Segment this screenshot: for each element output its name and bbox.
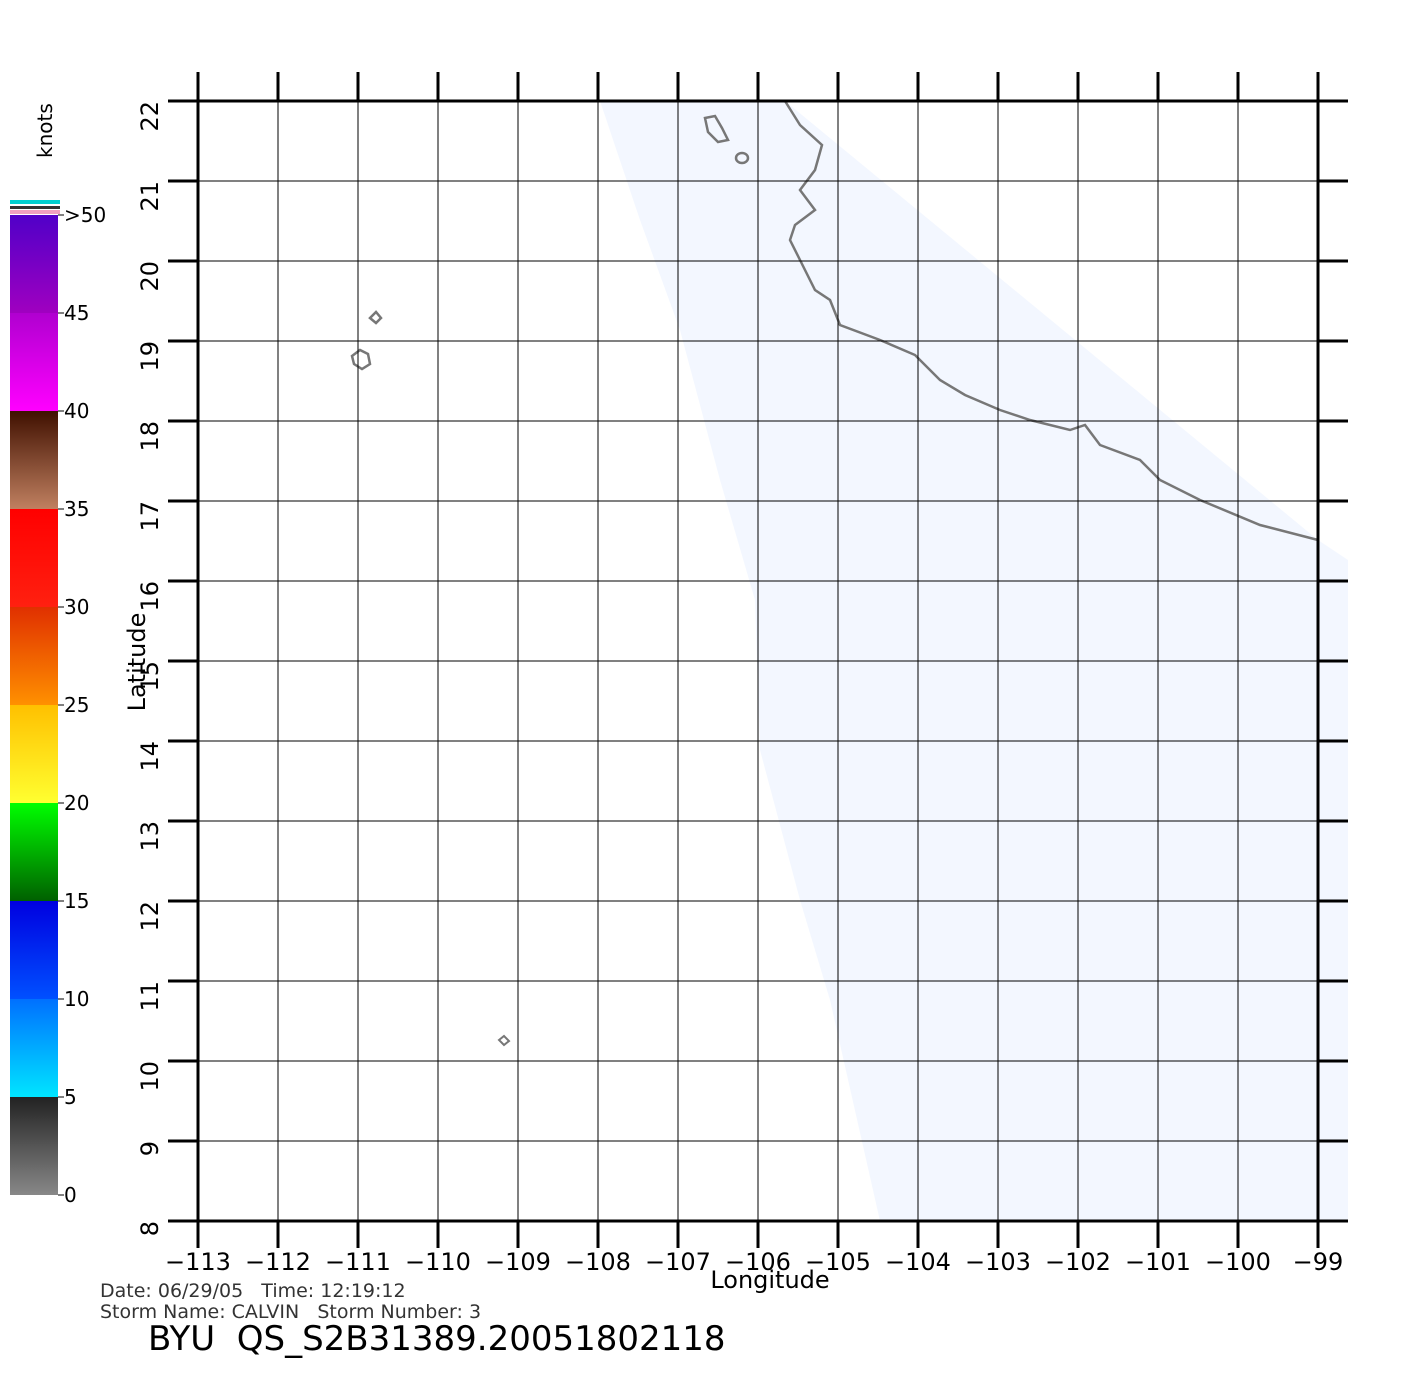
colorbar-tick-label: 35 [64,497,89,521]
x-tick-label: −113 [165,1248,231,1276]
colorbar-segment [10,509,58,607]
y-tick-label: 20 [136,261,164,292]
colorbar-segment [10,1097,58,1195]
island [734,151,750,165]
y-tick-label: 22 [136,101,164,132]
colorbar-tick-label: 30 [64,595,89,619]
x-axis-label: Longitude [710,1266,829,1294]
x-tick-label: −100 [1205,1248,1271,1276]
island [497,1034,511,1047]
y-tick-label: 13 [136,821,164,852]
x-tick-label: −112 [245,1248,311,1276]
colorbar-segment [10,999,58,1097]
y-tick-label: 19 [136,341,164,372]
colorbar-segment [10,803,58,901]
colorbar-tick-label: >50 [64,203,106,227]
colorbar-tick-label: 20 [64,791,89,815]
x-tick-label: −102 [1045,1248,1111,1276]
colorbar: 0 5 10 15 20 25 30 35 40 45 >50 [10,200,106,1207]
colorbar-segment [10,901,58,999]
grid: −113 −112 −111 −110 −109 −108 −107 −106 −105 −104… [136,72,1348,1276]
colorbar-cap [10,200,60,204]
x-tick-label: −101 [1125,1248,1191,1276]
y-tick-label: 17 [136,501,164,532]
x-tick-label: −110 [405,1248,471,1276]
colorbar-tick-label: 10 [64,987,89,1011]
y-tick-label: 8 [136,1221,164,1236]
x-tick-label: −109 [485,1248,551,1276]
footer-storm: Storm Name: CALVIN Storm Number: 3 [100,1301,481,1323]
island [703,114,730,144]
island [350,348,372,371]
colorbar-tick-label: 0 [64,1183,77,1207]
colorbar-segment [10,215,58,313]
y-tick-label: 18 [136,421,164,452]
y-tick-label: 11 [136,981,164,1012]
y-tick-label: 15 [136,661,164,692]
island [368,310,383,325]
x-tick-label: −103 [965,1248,1031,1276]
y-tick-label: 12 [136,901,164,932]
y-tick-label: 16 [136,581,164,612]
y-tick-label: 10 [136,1061,164,1092]
coastline [783,100,1319,542]
x-tick-label: −111 [325,1248,391,1276]
colorbar-segment [10,313,58,411]
colorbar-tick-label: 45 [64,301,89,325]
y-tick-label: 9 [136,1141,164,1156]
colorbar-segment [10,705,58,803]
y-tick-label: 14 [136,741,164,772]
colorbar-tick-label: 25 [64,693,89,717]
colorbar-tick-label: 5 [64,1085,77,1109]
colorbar-segment [10,607,58,705]
y-axis-label: Latitude [123,613,151,712]
x-tick-label: −104 [885,1248,951,1276]
colorbar-cap [10,206,60,209]
colorbar-tick-label: 15 [64,889,89,913]
colorbar-cap [10,210,60,214]
colorbar-tick-label: 40 [64,399,89,423]
colorbar-segment [10,411,58,509]
footer-date: Date: 06/29/05 Time: 12:19:12 [100,1280,406,1302]
x-tick-label: −106 [725,1248,791,1276]
y-tick-label: 21 [136,181,164,212]
x-tick-label: −108 [565,1248,631,1276]
x-tick-label: −107 [645,1248,711,1276]
colorbar-label: knots [33,103,57,158]
footer-file: BYU QS_S2B31389.20051802118 [148,1319,726,1359]
x-tick-label: −99 [1293,1248,1344,1276]
x-tick-label: −105 [805,1248,871,1276]
